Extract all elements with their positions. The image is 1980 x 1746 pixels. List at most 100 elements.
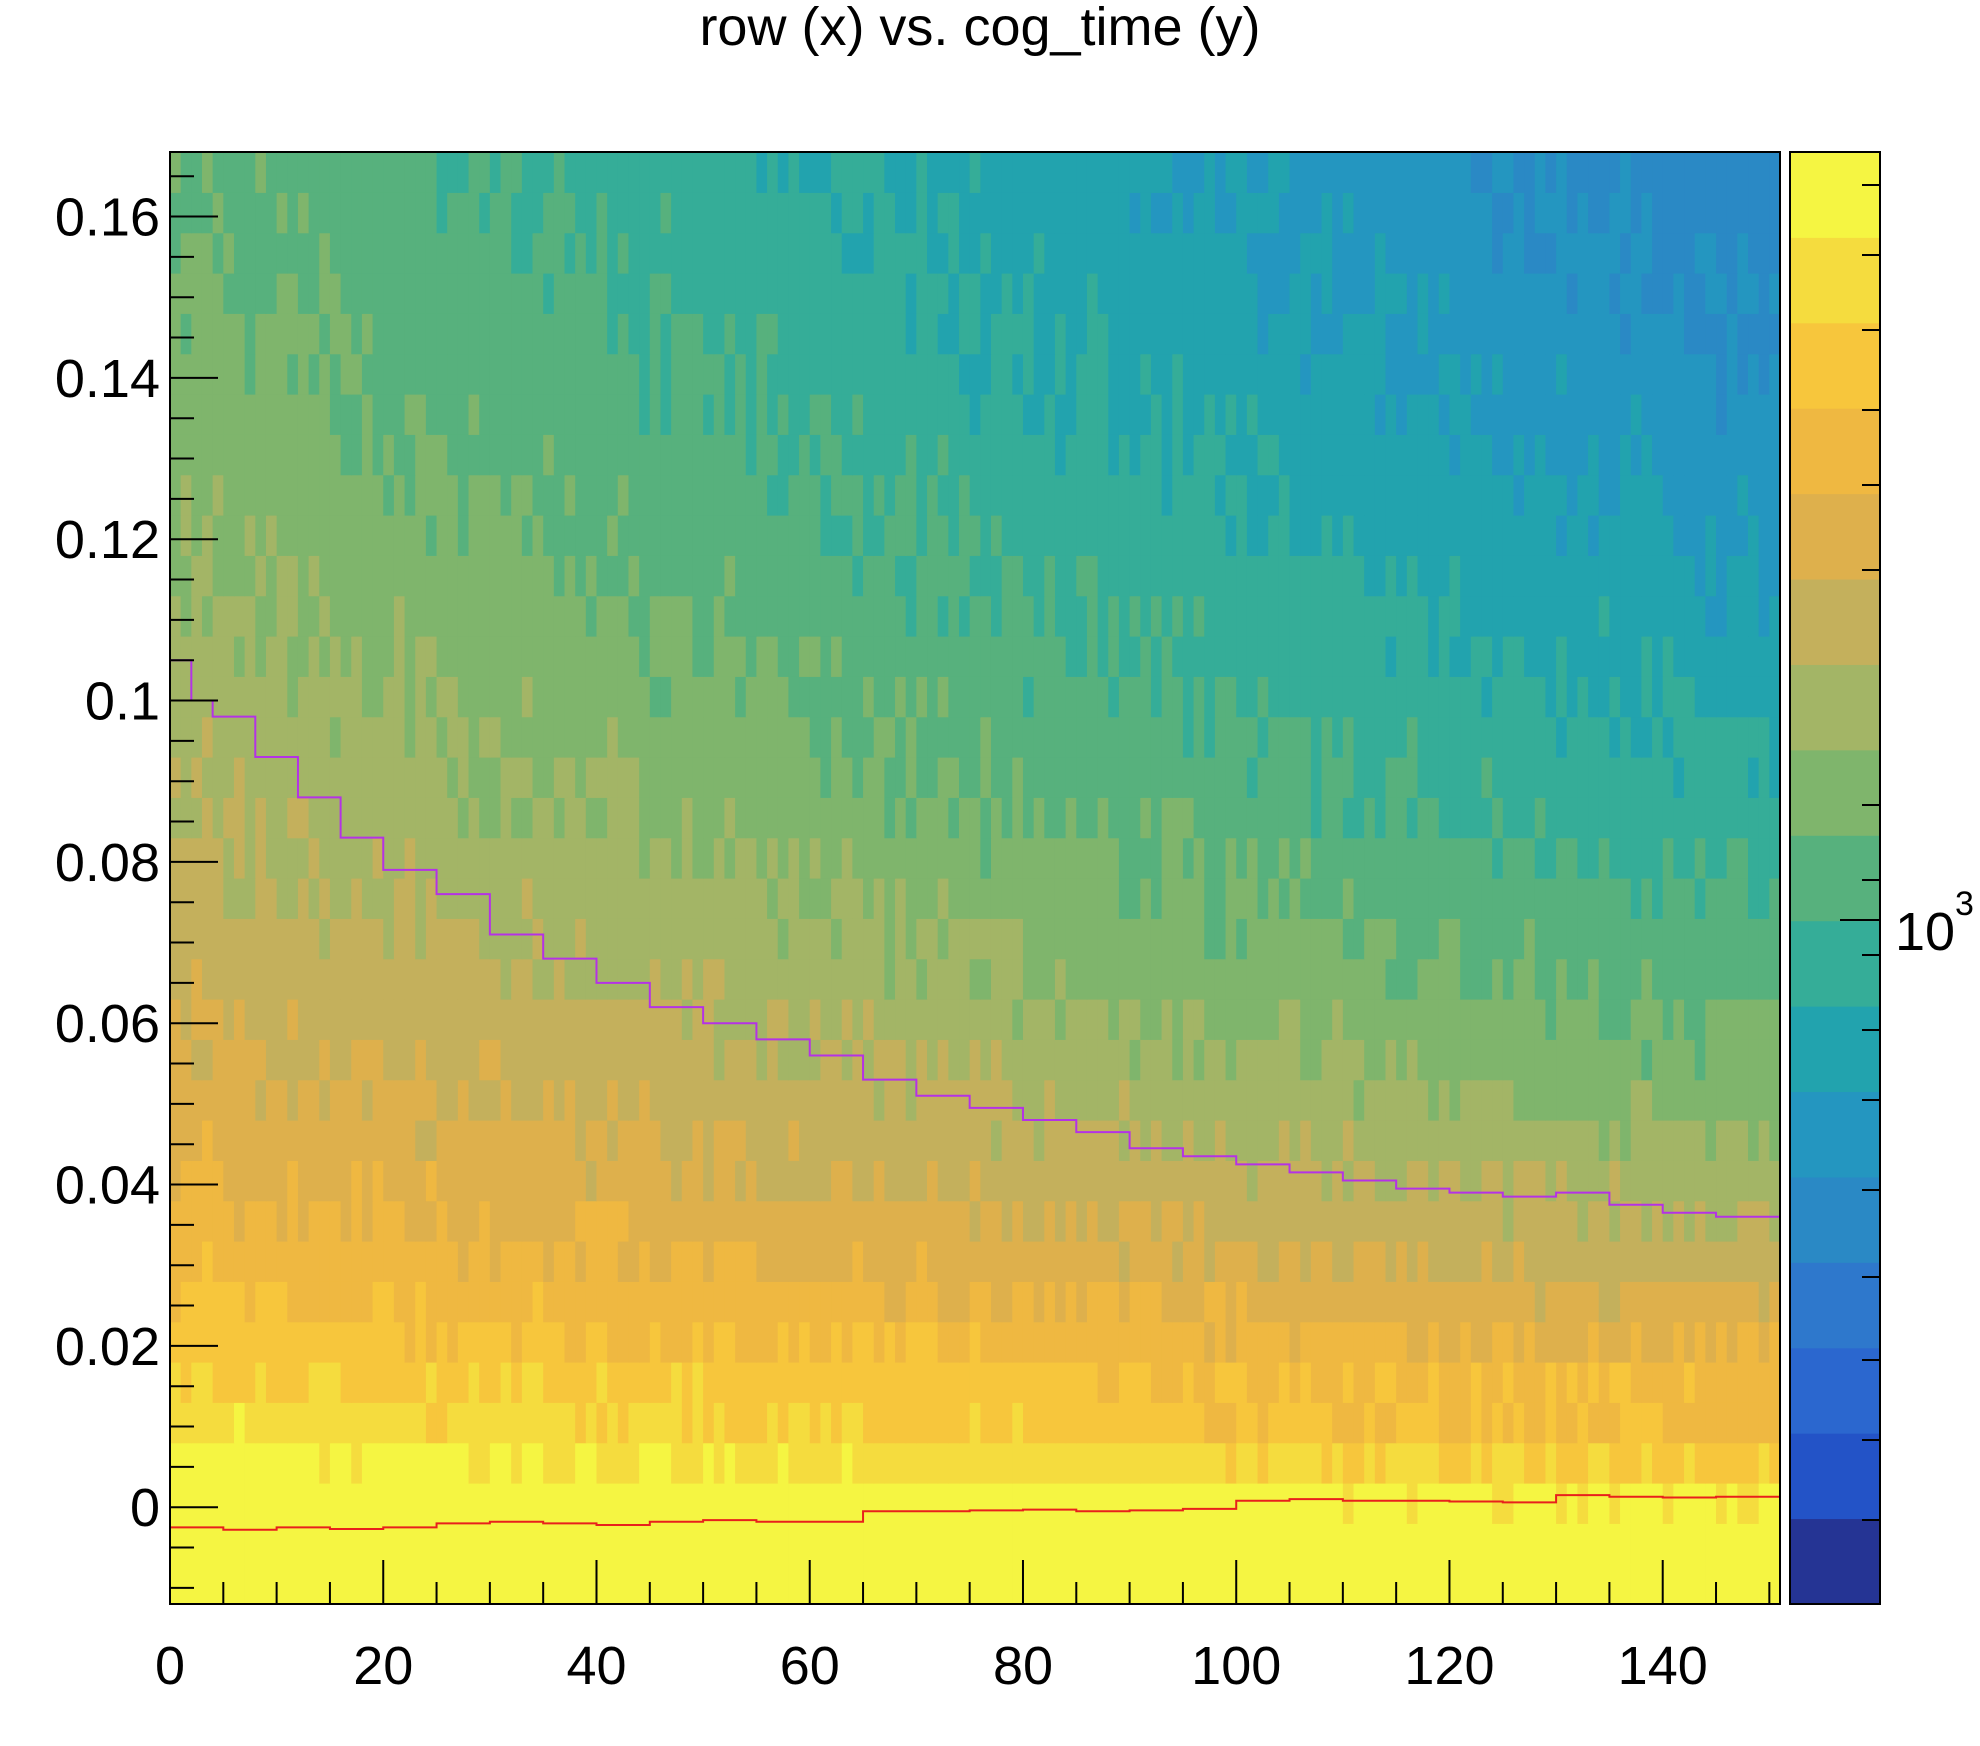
heatmap-cell [468, 595, 480, 637]
heatmap-cell [1225, 1200, 1237, 1242]
heatmap-cell [1076, 1079, 1088, 1121]
heatmap-cell [1396, 918, 1408, 960]
heatmap-cell [713, 1200, 726, 1242]
heatmap-cell [596, 1442, 608, 1484]
heatmap-cell [372, 1039, 384, 1081]
heatmap-cell [788, 1160, 800, 1202]
heatmap-cell [799, 1442, 811, 1484]
heatmap-cell [244, 676, 256, 718]
heatmap-cell [724, 313, 736, 355]
heatmap-cell [201, 797, 214, 839]
heatmap-cell [1609, 716, 1621, 758]
heatmap-cell [1193, 555, 1205, 597]
heatmap-cell [1598, 353, 1611, 395]
heatmap-cell [564, 353, 576, 395]
heatmap-cell [1417, 1523, 1429, 1565]
heatmap-cell [1396, 1281, 1408, 1323]
heatmap-cell [1694, 878, 1706, 919]
heatmap-cell [1193, 1160, 1205, 1202]
heatmap-cell [1737, 1442, 1749, 1484]
heatmap-cell [553, 1483, 566, 1524]
heatmap-cell [799, 394, 811, 435]
heatmap-cell [543, 1281, 555, 1323]
heatmap-cell [1737, 394, 1749, 435]
heatmap-cell [1620, 1079, 1632, 1121]
heatmap-cell [980, 595, 992, 637]
heatmap-cell [1588, 1079, 1600, 1121]
heatmap-cell [1161, 716, 1173, 758]
heatmap-cell [1204, 676, 1216, 718]
heatmap-cell [415, 1079, 427, 1121]
heatmap-cell [1492, 313, 1504, 355]
heatmap-cell [361, 636, 374, 677]
heatmap-cell [1705, 273, 1717, 314]
heatmap-cell [617, 1120, 630, 1161]
heatmap-cell [1204, 555, 1216, 597]
heatmap-cell [436, 394, 448, 435]
heatmap-cell [1214, 1442, 1227, 1484]
heatmap-cell [287, 273, 299, 314]
heatmap-cell [1705, 353, 1717, 395]
heatmap-cell [969, 1321, 981, 1363]
heatmap-cell [1406, 1321, 1419, 1363]
heatmap-cell [745, 999, 758, 1040]
heatmap-cell [905, 1321, 917, 1363]
heatmap-cell [1726, 515, 1738, 556]
heatmap-cell [1598, 313, 1611, 355]
heatmap-cell [340, 958, 352, 1000]
heatmap-cell [713, 999, 726, 1040]
heatmap-cell [1449, 837, 1461, 879]
heatmap-cell [233, 1483, 246, 1524]
heatmap-cell [1630, 999, 1642, 1040]
heatmap-cell [1470, 1200, 1483, 1242]
heatmap-cell [191, 595, 203, 637]
heatmap-cell [1502, 394, 1515, 435]
heatmap-cell [1001, 958, 1013, 1000]
heatmap-cell [1620, 1241, 1632, 1282]
heatmap-cell [1086, 1483, 1099, 1524]
heatmap-cell [1374, 595, 1387, 637]
heatmap-cell [660, 273, 672, 314]
heatmap-cell [809, 1483, 821, 1524]
heatmap-cell [276, 797, 288, 839]
heatmap-cell [841, 676, 853, 718]
heatmap-cell [852, 555, 864, 597]
heatmap-cell [564, 1523, 576, 1565]
heatmap-cell [735, 474, 747, 516]
heatmap-cell [649, 1523, 662, 1565]
heatmap-cell [1044, 1523, 1056, 1565]
heatmap-cell [1193, 434, 1205, 476]
heatmap-cell [1769, 1200, 1781, 1242]
heatmap-cell [724, 999, 736, 1040]
heatmap-cell [1769, 273, 1781, 314]
heatmap-cell [1129, 676, 1141, 718]
heatmap-cell [1438, 313, 1451, 355]
heatmap-cell [180, 999, 192, 1040]
heatmap-cell [1620, 595, 1632, 637]
heatmap-cell [1609, 837, 1621, 879]
heatmap-cell [607, 676, 619, 718]
heatmap-cell [1289, 837, 1301, 879]
heatmap-cell [927, 1442, 939, 1484]
heatmap-cell [831, 273, 843, 314]
heatmap-cell [1300, 918, 1312, 960]
heatmap-cell [393, 1241, 406, 1282]
heatmap-cell [287, 1321, 299, 1363]
heatmap-cell [1310, 595, 1323, 637]
heatmap-cell [1182, 999, 1195, 1040]
heatmap-cell [1225, 313, 1237, 355]
heatmap-cell [1044, 474, 1056, 516]
heatmap-cell [1118, 1483, 1131, 1524]
heatmap-cell [660, 958, 672, 1000]
heatmap-cell [436, 797, 448, 839]
heatmap-cell [1716, 878, 1728, 919]
heatmap-cell [244, 797, 256, 839]
heatmap-cell [873, 1321, 885, 1363]
heatmap-cell [1716, 353, 1728, 395]
heatmap-cell [1396, 1079, 1408, 1121]
heatmap-cell [1534, 353, 1547, 395]
heatmap-cell [500, 878, 512, 919]
heatmap-cell [1065, 353, 1077, 395]
heatmap-cell [1204, 837, 1216, 879]
heatmap-cell [543, 474, 555, 516]
